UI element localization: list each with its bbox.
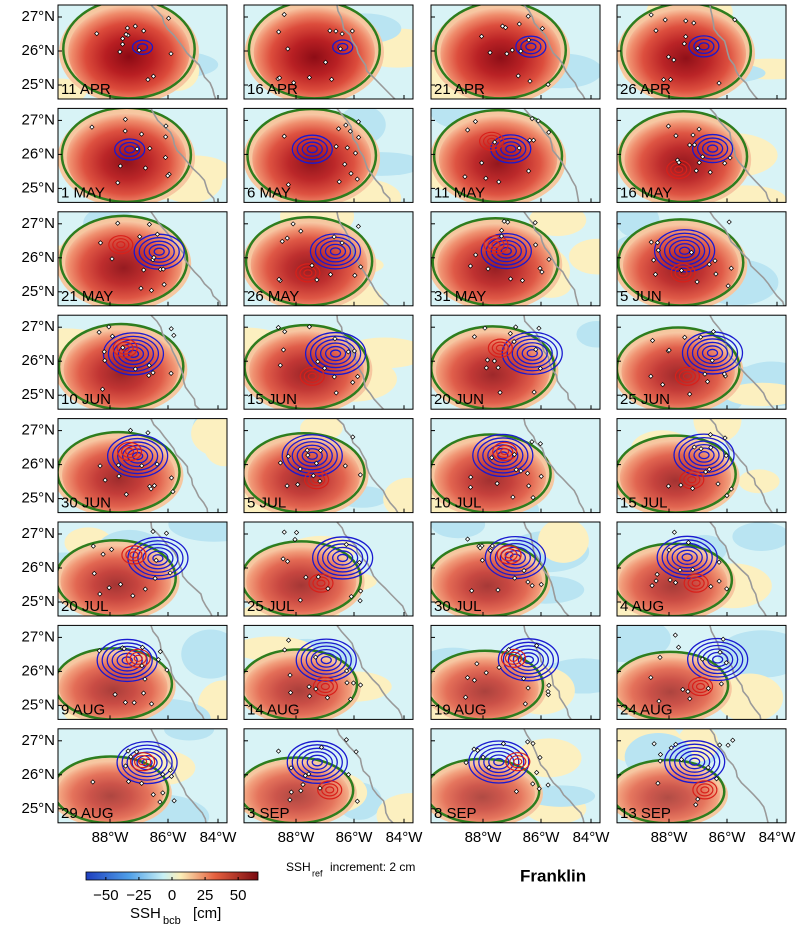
panel-date: 29 AUG: [61, 805, 114, 822]
panel-date: 30 JUN: [61, 495, 111, 512]
ssh-patch: [576, 321, 617, 347]
x-tick-label: 86°W: [336, 829, 374, 846]
panel-date: 20 JUN: [434, 391, 484, 408]
panel-date: 19 AUG: [434, 701, 487, 718]
map-panel: [196, 315, 428, 414]
y-tick-label: 26°N: [21, 766, 55, 783]
y-tick-label: 26°N: [21, 145, 55, 162]
y-tick-label: 25°N: [21, 696, 55, 713]
y-tick-label: 27°N: [21, 8, 55, 25]
panel-date: 10 JUL: [434, 495, 482, 512]
x-tick-label: 86°W: [523, 829, 561, 846]
panel-date: 10 JUN: [61, 391, 111, 408]
increment-text: increment: 2 cm: [330, 860, 415, 874]
y-tick-label: 25°N: [21, 490, 55, 507]
panel-date: 5 JUN: [620, 288, 662, 305]
x-tick-label: 88°W: [278, 829, 316, 846]
y-tick-label: 27°N: [21, 628, 55, 645]
panel-date: 15 JUN: [247, 391, 297, 408]
panel-date: 8 SEP: [434, 805, 477, 822]
map-panel: [29, 0, 227, 105]
page: Franklin SSH ref increment: 2 cm SSH bcb…: [0, 0, 797, 934]
panel-date: 26 APR: [620, 81, 671, 98]
map-panel: [413, 625, 624, 738]
panel-date: 4 AUG: [620, 598, 664, 615]
panel-date: 15 JUL: [620, 495, 668, 512]
ssh-patch: [383, 478, 434, 520]
y-tick-label: 25°N: [21, 386, 55, 403]
y-tick-label: 25°N: [21, 593, 55, 610]
y-tick-label: 27°N: [21, 215, 55, 232]
map-panel: [391, 2, 602, 113]
x-tick-label: 84°W: [759, 829, 797, 846]
x-tick-label: 84°W: [200, 829, 238, 846]
panel-date: 14 AUG: [247, 701, 300, 718]
panel-date: 1 MAY: [61, 184, 105, 201]
panel-date: 24 AUG: [620, 701, 673, 718]
figure: Franklin SSH ref increment: 2 cm SSH bcb…: [0, 0, 797, 934]
y-tick-label: 27°N: [21, 732, 55, 749]
increment-prefix: SSH: [286, 860, 311, 874]
panel-date: 26 MAY: [247, 288, 299, 305]
y-tick-label: 27°N: [21, 422, 55, 439]
panel-date: 11 MAY: [434, 184, 485, 201]
x-tick-label: 88°W: [465, 829, 503, 846]
panel-date: 30 JUL: [434, 598, 482, 615]
colorbar-tick-label: −25: [126, 887, 151, 904]
panel-date: 16 MAY: [620, 184, 672, 201]
colorbar-tick-label: 0: [168, 887, 176, 904]
y-tick-label: 26°N: [21, 352, 55, 369]
panel-date: 16 APR: [247, 81, 298, 98]
y-tick-label: 26°N: [21, 42, 55, 59]
x-tick-label: 86°W: [709, 829, 747, 846]
map-panel: [26, 315, 227, 414]
colorbar-unit: [cm]: [193, 905, 221, 922]
y-tick-label: 26°N: [21, 249, 55, 266]
map-panel: [209, 415, 435, 521]
y-tick-label: 25°N: [21, 800, 55, 817]
colorbar-label: SSH: [130, 905, 161, 922]
y-tick-label: 27°N: [21, 525, 55, 542]
ssh-patch: [181, 629, 240, 678]
panel-date: 20 JUL: [61, 598, 109, 615]
x-tick-label: 88°W: [651, 829, 689, 846]
panel-date: 11 APR: [61, 81, 111, 98]
panel-date: 3 SEP: [247, 805, 290, 822]
x-tick-label: 84°W: [573, 829, 611, 846]
ssh-patch: [203, 422, 245, 467]
y-tick-label: 26°N: [21, 559, 55, 576]
y-tick-label: 25°N: [21, 179, 55, 196]
colorbar-tick-label: −50: [93, 887, 118, 904]
panel-date: 9 AUG: [61, 701, 105, 718]
y-tick-label: 25°N: [21, 76, 55, 93]
y-tick-label: 27°N: [21, 111, 55, 128]
panel-date: 31 MAY: [434, 288, 486, 305]
panel-date: 21 APR: [434, 81, 485, 98]
y-tick-label: 25°N: [21, 283, 55, 300]
panel-date: 5 JUL: [247, 495, 286, 512]
colorbar-tick-label: 50: [230, 887, 247, 904]
panel-date: 6 MAY: [247, 184, 291, 201]
y-tick-label: 27°N: [21, 318, 55, 335]
figure-title: Franklin: [520, 866, 586, 885]
map-panel: [580, 615, 797, 724]
ssh-patch: [198, 680, 249, 729]
x-tick-label: 84°W: [386, 829, 424, 846]
x-tick-label: 86°W: [150, 829, 188, 846]
colorbar-tick-label: 25: [197, 887, 214, 904]
panel-date: 25 JUL: [247, 598, 295, 615]
map-panel: [242, 195, 413, 325]
y-tick-label: 26°N: [21, 456, 55, 473]
ssh-patch: [164, 718, 214, 740]
panel-date: 13 SEP: [620, 805, 671, 822]
colorbar-label-sub: bcb: [163, 915, 181, 927]
map-panel: [51, 625, 249, 737]
increment-sub: ref: [312, 868, 323, 878]
ssh-patch: [732, 522, 790, 551]
ssh-patch: [431, 511, 485, 538]
x-tick-label: 88°W: [92, 829, 130, 846]
y-tick-label: 26°N: [21, 662, 55, 679]
panel-date: 25 JUN: [620, 391, 670, 408]
panel-date: 21 MAY: [61, 288, 113, 305]
